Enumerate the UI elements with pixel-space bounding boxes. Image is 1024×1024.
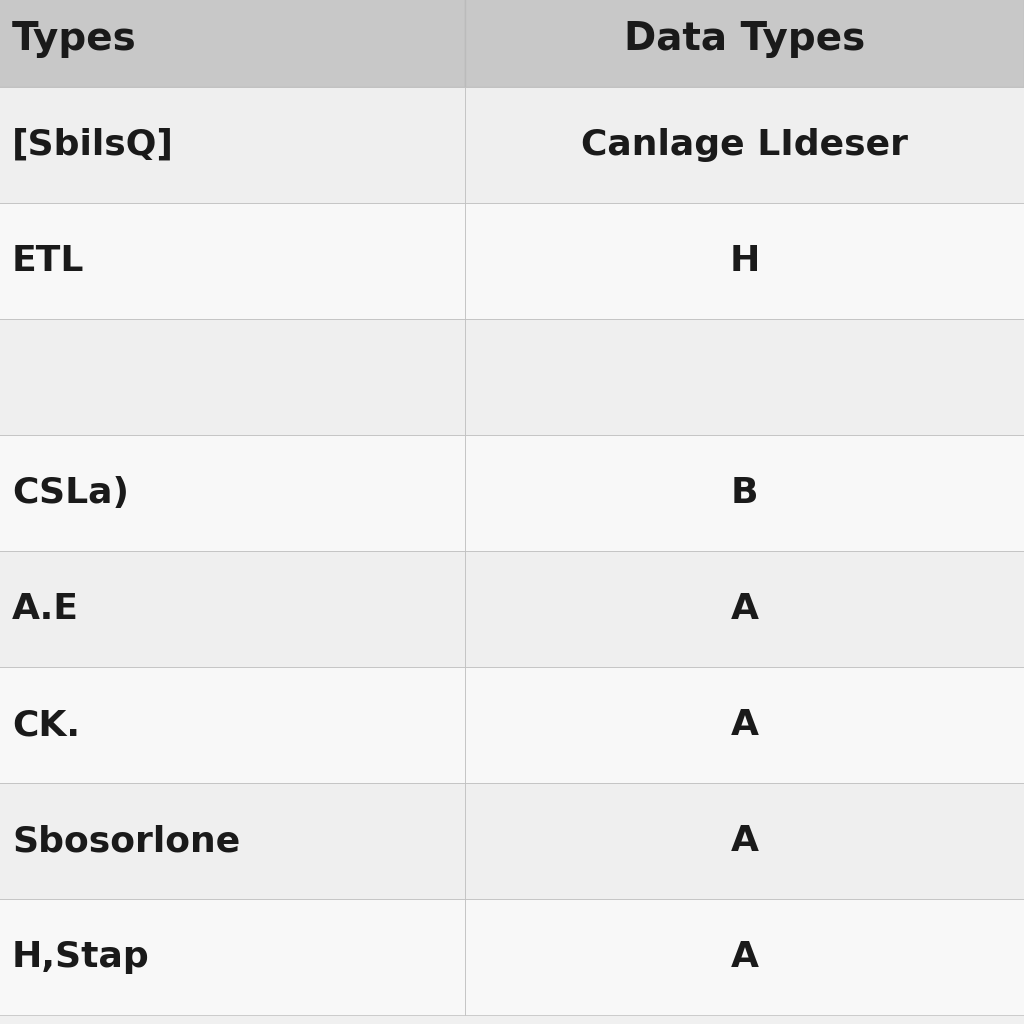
Bar: [0, 435, 465, 551]
Text: B: B: [731, 476, 758, 510]
Text: A: A: [730, 592, 759, 626]
Text: H: H: [729, 244, 760, 278]
Bar: [0, 87, 465, 203]
Text: Canlage LIdeser: Canlage LIdeser: [581, 128, 908, 162]
Text: [SbilsQ]: [SbilsQ]: [12, 128, 174, 162]
Bar: [465, 87, 1024, 203]
Bar: [0, 0, 465, 87]
Bar: [0, 899, 465, 1015]
Text: CSLa): CSLa): [12, 476, 129, 510]
Text: ETL: ETL: [12, 244, 84, 278]
Bar: [0, 319, 465, 435]
Bar: [465, 783, 1024, 899]
Text: A: A: [730, 708, 759, 742]
Bar: [465, 203, 1024, 319]
Bar: [0, 667, 465, 783]
Text: Sbosorlone: Sbosorlone: [12, 824, 241, 858]
Bar: [465, 551, 1024, 667]
Bar: [0, 551, 465, 667]
Text: Data Types: Data Types: [624, 20, 865, 58]
Text: A: A: [730, 824, 759, 858]
Bar: [465, 435, 1024, 551]
Text: H,Stap: H,Stap: [12, 940, 150, 974]
Bar: [465, 667, 1024, 783]
Text: Types: Types: [12, 20, 137, 58]
Text: CK.: CK.: [12, 708, 80, 742]
Bar: [465, 899, 1024, 1015]
Bar: [0, 783, 465, 899]
Text: A.E: A.E: [12, 592, 79, 626]
Text: A: A: [730, 940, 759, 974]
Bar: [0, 203, 465, 319]
Bar: [465, 319, 1024, 435]
Bar: [465, 0, 1024, 87]
